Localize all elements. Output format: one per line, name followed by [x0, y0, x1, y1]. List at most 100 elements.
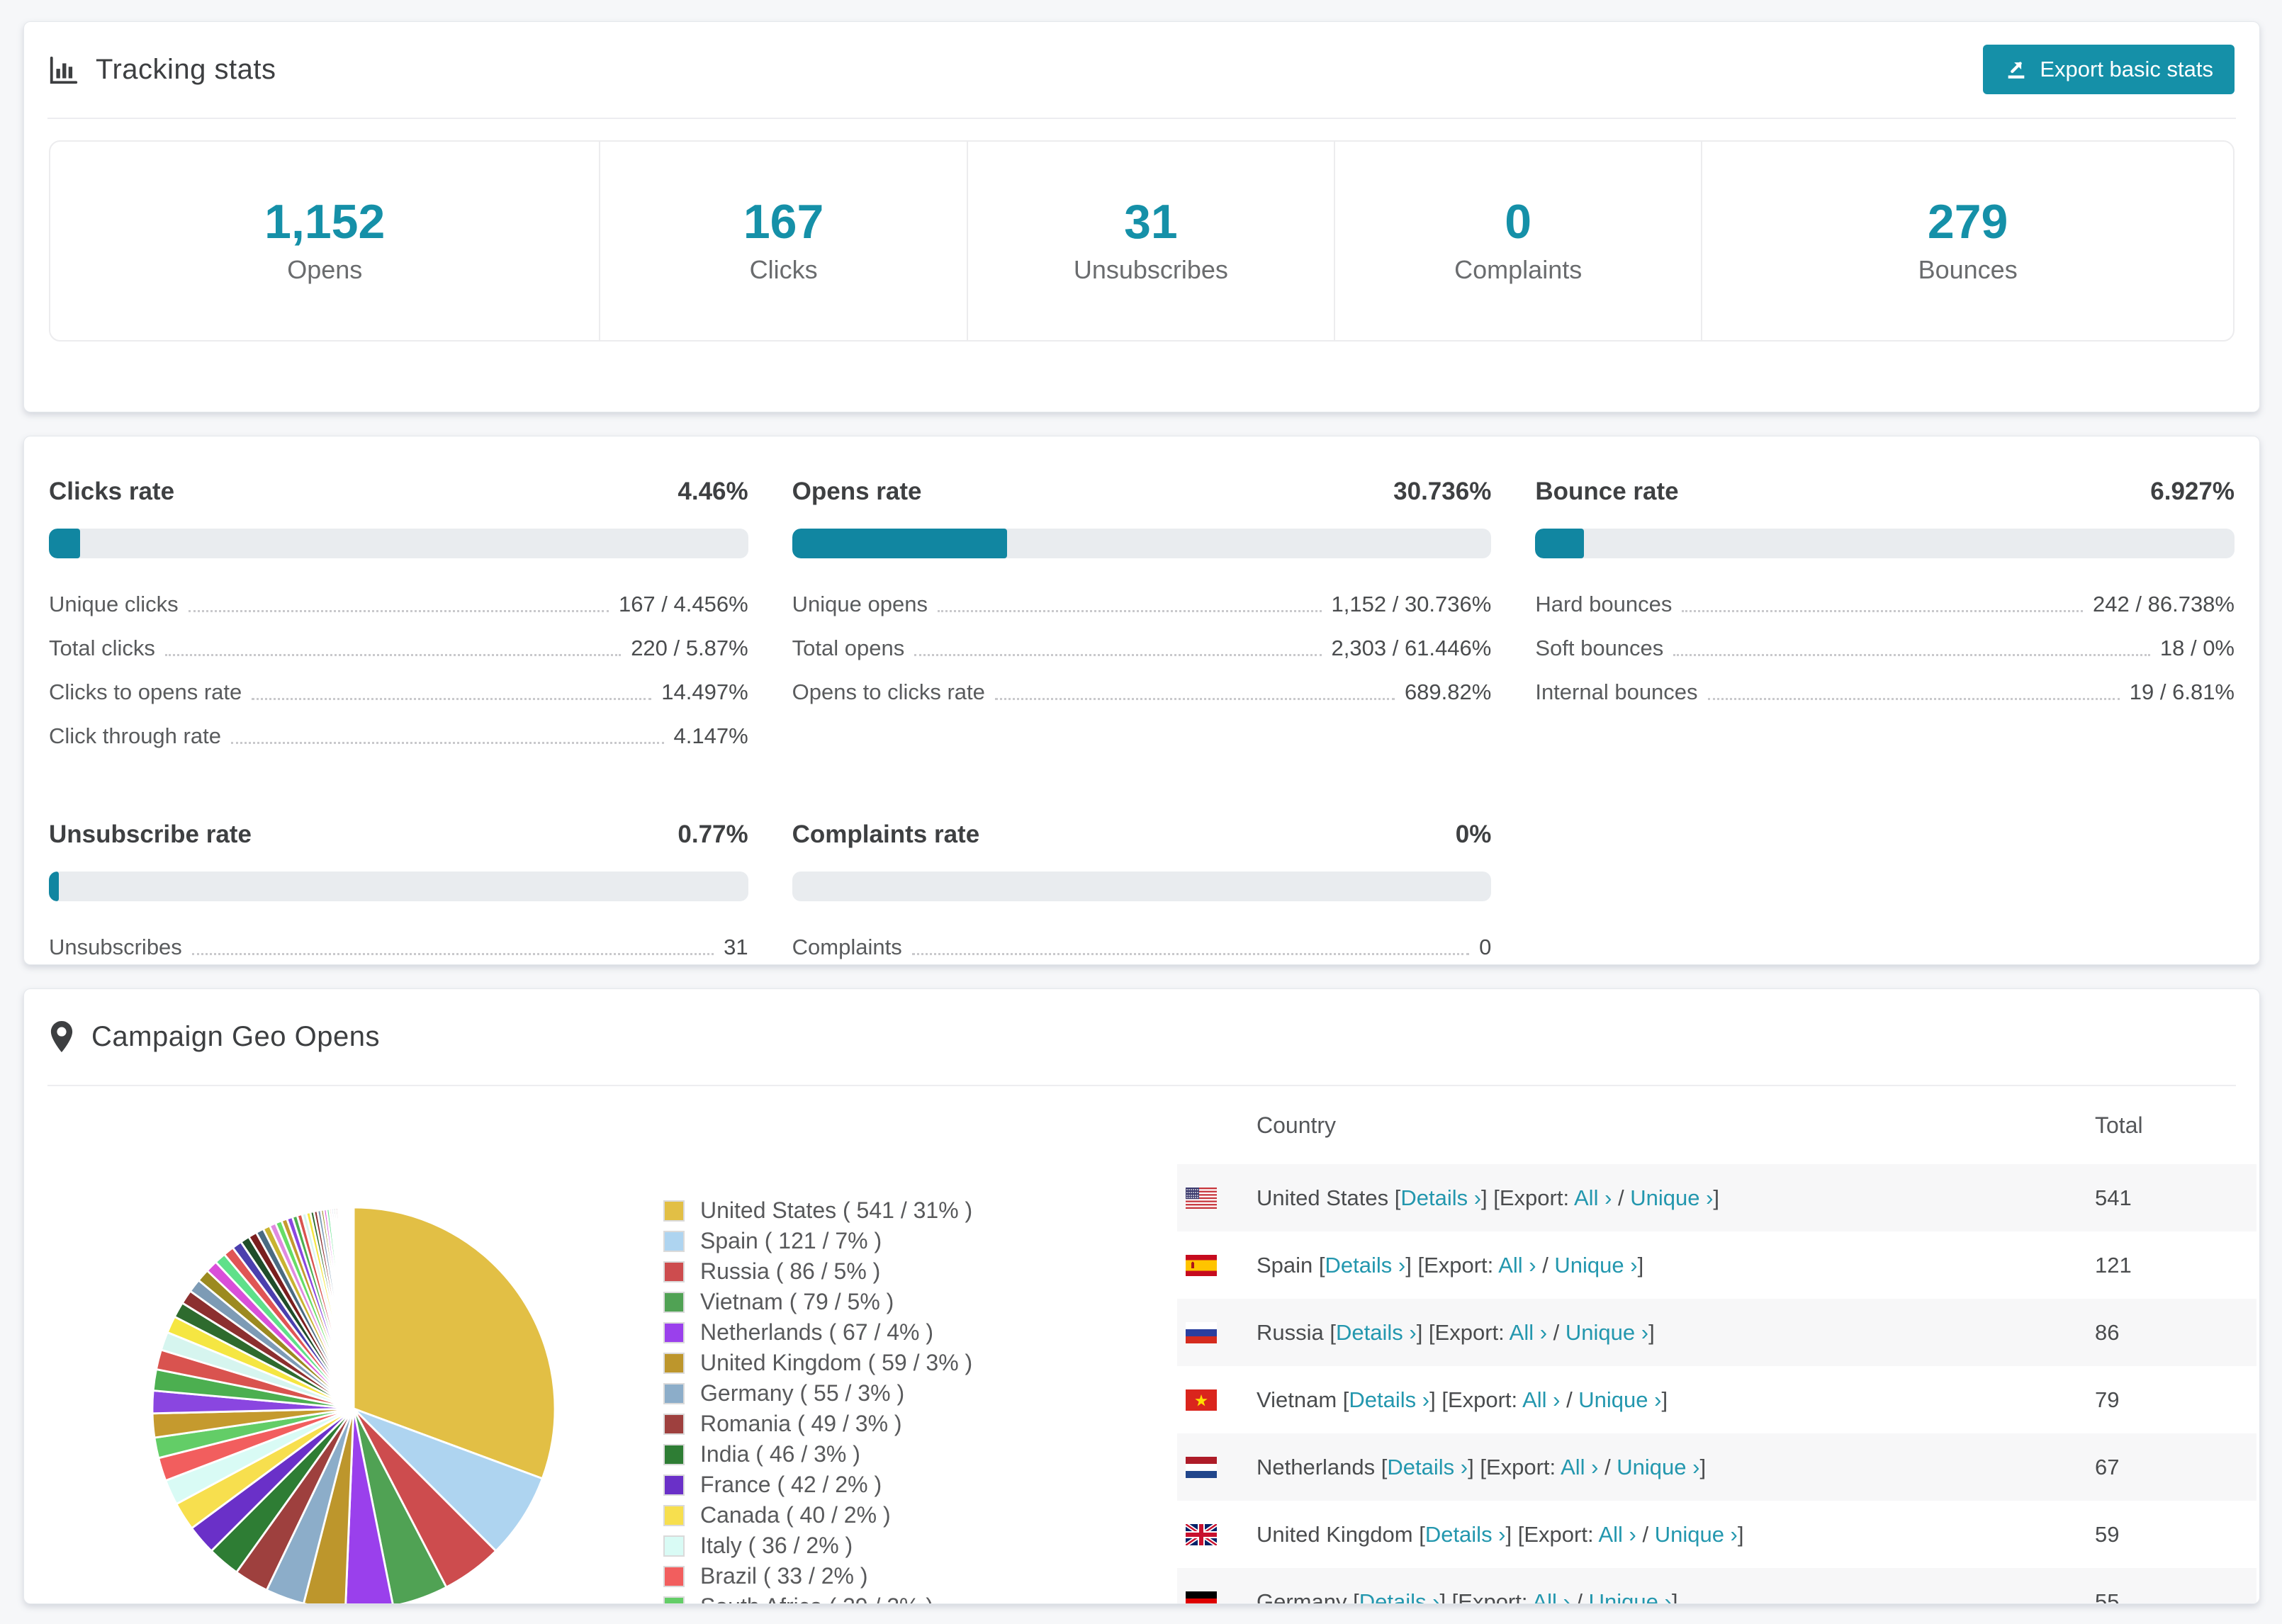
export-all-link[interactable]: All ›: [1498, 1252, 1536, 1278]
details-link[interactable]: Details ›: [1349, 1387, 1430, 1412]
export-unique-link[interactable]: Unique ›: [1588, 1589, 1672, 1604]
legend-swatch: [663, 1382, 685, 1404]
rate-metric-row: Total opens 2,303 / 61.446%: [792, 626, 1492, 670]
bracket: ] [Export:: [1481, 1185, 1574, 1210]
bracket: ]: [1671, 1589, 1678, 1604]
export-all-link[interactable]: All ›: [1574, 1185, 1612, 1210]
legend-swatch: [663, 1291, 685, 1313]
pie-slice-1[interactable]: [352, 1407, 544, 1552]
total-cell: 541: [2095, 1185, 2132, 1210]
rate-block-unsubscribe-rate: Unsubscribe rate 0.77% Unsubscribes 31: [49, 821, 748, 969]
legend-label: Romania ( 49 / 3% ): [700, 1411, 902, 1436]
bracket: [: [1381, 1454, 1388, 1479]
pie-slice-3[interactable]: [352, 1408, 448, 1604]
rate-metric-row: Hard bounces 242 / 86.738%: [1535, 582, 2235, 626]
stat-label: Clicks: [749, 254, 818, 284]
pie-slice-4[interactable]: [344, 1408, 394, 1604]
legend-item-germany: Germany ( 55 / 3% ): [663, 1380, 972, 1406]
rate-metric-row: Unsubscribes 31: [49, 925, 748, 969]
legend-item-south-africa: South Africa ( 29 / 2% ): [663, 1594, 972, 1603]
table-row-vn: Vietnam [Details ›] [Export: All › / Uni…: [1177, 1366, 2256, 1433]
details-link[interactable]: Details ›: [1387, 1454, 1468, 1479]
country-cell: Netherlands [Details ›] [Export: All › /…: [1217, 1455, 2095, 1480]
rate-title-label: Opens rate: [792, 478, 922, 505]
rate-block-opens-rate: Opens rate 30.736% Unique opens 1,152 / 30.…: [792, 478, 1492, 758]
metric-label: Soft bounces: [1535, 636, 1664, 660]
rate-progress-track: [49, 872, 748, 901]
details-link[interactable]: Details ›: [1400, 1185, 1482, 1210]
metric-value: 0: [1479, 935, 1492, 959]
export-unique-link[interactable]: Unique ›: [1630, 1185, 1714, 1210]
rates-card: Clicks rate 4.46% Unique clicks 167 / 4.456…: [23, 436, 2260, 965]
export-icon: [2004, 57, 2028, 81]
rate-title: Complaints rate 0%: [792, 821, 1492, 849]
tracking-stats-card: Tracking stats Export basic stats 1,152 O…: [23, 21, 2260, 412]
ru-flag-icon: [1186, 1321, 1217, 1343]
geo-opens-table: Country Total United States [Details ›] [E…: [1177, 1086, 2256, 1604]
rate-progress-track: [49, 529, 748, 558]
export-all-link[interactable]: All ›: [1522, 1387, 1561, 1412]
dotted-leader: [914, 654, 1322, 656]
stat-label: Bounces: [1918, 254, 2018, 284]
bracket: ] [Export:: [1429, 1387, 1523, 1412]
export-unique-link[interactable]: Unique ›: [1554, 1252, 1638, 1278]
legend-label: Vietnam ( 79 / 5% ): [700, 1289, 894, 1314]
campaign-geo-opens-card: Campaign Geo Opens United States ( 541 /…: [23, 988, 2260, 1604]
country-name: Germany: [1257, 1589, 1354, 1604]
stats-summary-row: 1,152 Opens 167 Clicks 31 Unsubscribes 0 Compla…: [49, 140, 2235, 342]
details-link[interactable]: Details ›: [1359, 1589, 1440, 1604]
total-cell: 55: [2095, 1589, 2120, 1604]
pie-slice-65[interactable]: [352, 1206, 355, 1409]
legend-label: Netherlands ( 67 / 4% ): [700, 1319, 934, 1345]
metric-label: Clicks to opens rate: [49, 680, 242, 704]
export-unique-link[interactable]: Unique ›: [1578, 1387, 1662, 1412]
dotted-leader: [1673, 654, 2150, 656]
legend-item-india: India ( 46 / 3% ): [663, 1441, 972, 1467]
export-all-link[interactable]: All ›: [1532, 1589, 1570, 1604]
dotted-leader: [164, 654, 622, 656]
stat-value: 167: [743, 195, 824, 249]
dotted-leader: [188, 610, 609, 612]
legend-item-canada: Canada ( 40 / 2% ): [663, 1502, 972, 1528]
rate-progress-track: [1535, 529, 2235, 558]
bracket: [: [1330, 1319, 1336, 1345]
metric-label: Complaints: [792, 935, 902, 959]
metric-value: 31: [724, 935, 748, 959]
export-unique-link[interactable]: Unique ›: [1565, 1319, 1649, 1345]
legend-item-brazil: Brazil ( 33 / 2% ): [663, 1563, 972, 1589]
table-row-gb: United Kingdom [Details ›] [Export: All …: [1177, 1501, 2256, 1568]
stat-label: Unsubscribes: [1073, 254, 1228, 284]
rates-grid: Clicks rate 4.46% Unique clicks 167 / 4.456…: [24, 436, 2259, 969]
stat-box-clicks: 167 Clicks: [599, 142, 966, 340]
rate-title: Opens rate 30.736%: [792, 478, 1492, 506]
slash: /: [1612, 1185, 1631, 1210]
rate-metric-row: Unique opens 1,152 / 30.736%: [792, 582, 1492, 626]
pie-slice-0[interactable]: [352, 1206, 556, 1480]
rate-title-value: 30.736%: [1393, 478, 1492, 505]
details-link[interactable]: Details ›: [1336, 1319, 1417, 1345]
legend-swatch: [663, 1321, 685, 1343]
export-unique-link[interactable]: Unique ›: [1617, 1454, 1700, 1479]
export-all-link[interactable]: All ›: [1561, 1454, 1599, 1479]
export-all-link[interactable]: All ›: [1509, 1319, 1548, 1345]
rate-title-value: 4.46%: [678, 478, 748, 505]
country-cell: Vietnam [Details ›] [Export: All › / Uni…: [1217, 1387, 2095, 1413]
export-unique-link[interactable]: Unique ›: [1654, 1521, 1738, 1547]
export-all-link[interactable]: All ›: [1598, 1521, 1636, 1547]
legend-label: Canada ( 40 / 2% ): [700, 1502, 891, 1528]
bracket: ] [Export:: [1468, 1454, 1561, 1479]
legend-label: Germany ( 55 / 3% ): [700, 1380, 905, 1406]
bracket: ]: [1713, 1185, 1720, 1210]
country-name: United States: [1257, 1185, 1395, 1210]
dotted-leader: [191, 953, 714, 955]
metric-label: Unsubscribes: [49, 935, 182, 959]
legend-label: Spain ( 121 / 7% ): [700, 1228, 882, 1253]
rate-block-complaints-rate: Complaints rate 0% Complaints 0: [792, 821, 1492, 969]
details-link[interactable]: Details ›: [1325, 1252, 1406, 1278]
export-basic-stats-button[interactable]: Export basic stats: [1983, 45, 2235, 94]
metric-value: 4.147%: [673, 723, 748, 748]
legend-item-vietnam: Vietnam ( 79 / 5% ): [663, 1289, 972, 1314]
legend-label: United Kingdom ( 59 / 3% ): [700, 1350, 973, 1375]
details-link[interactable]: Details ›: [1424, 1521, 1506, 1547]
rate-title-value: 0%: [1455, 821, 1492, 848]
